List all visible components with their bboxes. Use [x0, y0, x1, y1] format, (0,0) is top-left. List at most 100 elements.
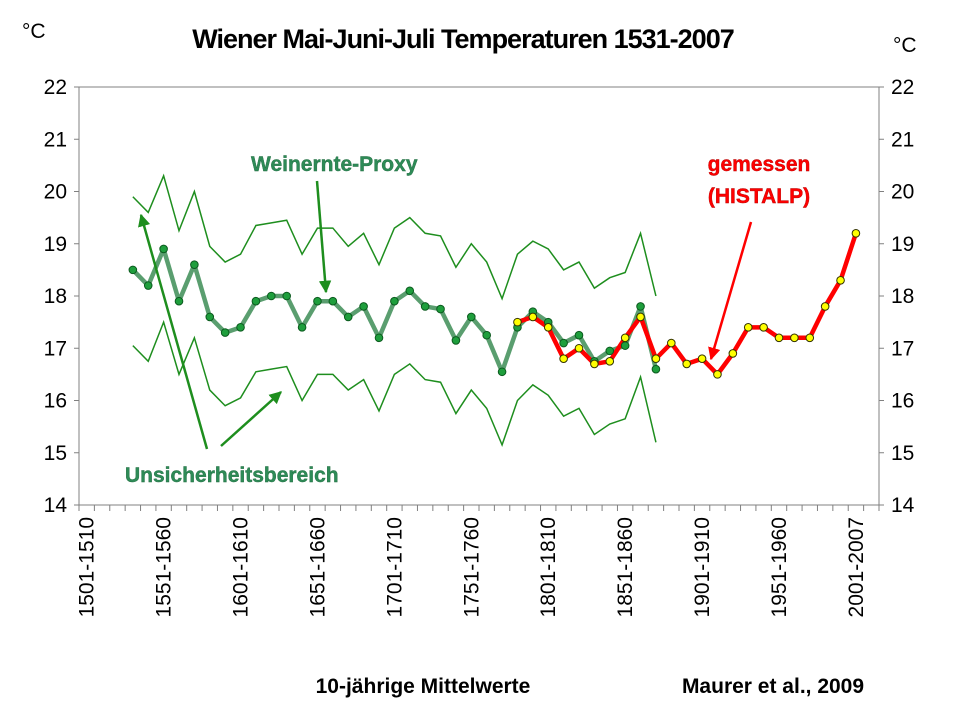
proxy-point — [190, 260, 199, 269]
y-tick-label-right: 22 — [891, 76, 914, 99]
y-axis-unit-right: °C — [893, 34, 917, 57]
y-tick-label-left: 21 — [44, 128, 67, 151]
y-tick-label-left: 15 — [44, 442, 67, 465]
proxy-point — [651, 364, 661, 374]
annotation-uncertainty: Unsicherheitsbereich — [125, 464, 339, 487]
marker-layer — [128, 229, 861, 379]
proxy-point — [282, 291, 291, 301]
measured-point — [636, 312, 645, 322]
proxy-point — [205, 312, 215, 322]
arrow-proxy — [315, 180, 332, 294]
y-tick-label-right: 19 — [891, 233, 914, 256]
source-credit: Maurer et al., 2009 — [682, 675, 864, 698]
arrow-measured — [708, 221, 753, 361]
measured-point — [790, 333, 799, 343]
x-tick-label: 1551-1560 — [153, 517, 176, 617]
proxy-point — [343, 312, 353, 322]
proxy-point — [297, 323, 307, 332]
measured-point — [759, 323, 768, 332]
proxy-point — [159, 244, 168, 254]
y-tick-label-right: 18 — [891, 285, 914, 308]
measured-point — [513, 317, 522, 327]
x-tick-label: 2001-2007 — [845, 517, 868, 617]
arrow-uncertainty-down — [220, 391, 282, 447]
measured-point — [528, 312, 538, 322]
x-tick-label: 1501-1510 — [76, 517, 99, 617]
x-tick-label: 1801-1810 — [537, 517, 560, 617]
measured-point — [543, 323, 553, 332]
y-tick-label-right: 20 — [891, 181, 914, 204]
chart-title: Wiener Mai-Juni-Juli Temperaturen 1531-2… — [192, 24, 733, 54]
proxy-point — [267, 291, 276, 301]
proxy-point — [374, 333, 384, 343]
measured-point — [743, 323, 753, 332]
measured-point — [620, 333, 630, 343]
proxy-point — [390, 296, 399, 306]
annotation-proxy: Weinernte-Proxy — [251, 153, 418, 176]
y-tick-label-left: 19 — [44, 233, 67, 256]
y-tick-label-right: 14 — [891, 494, 915, 517]
proxy-point — [236, 323, 245, 332]
x-tick-label: 1851-1860 — [614, 517, 637, 617]
measured-point — [728, 349, 738, 358]
measured-point — [559, 354, 568, 364]
proxy-point — [220, 328, 230, 337]
measured-point — [574, 343, 584, 353]
proxy-point — [620, 341, 630, 350]
measured-point — [851, 229, 861, 238]
y-tick-label-left: 18 — [44, 285, 67, 308]
measured-point — [820, 302, 830, 311]
x-axis: 1501-1510 1551-1560 1601-1610 1651-1660 1701… — [76, 505, 880, 617]
measured-point — [682, 359, 691, 369]
proxy-point — [467, 312, 476, 322]
proxy-point — [405, 286, 415, 296]
measured-point — [805, 333, 815, 343]
measured-point — [651, 354, 661, 364]
y-tick-label-right: 21 — [891, 128, 914, 151]
proxy-point — [128, 265, 138, 275]
x-tick-label: 1751-1760 — [460, 517, 483, 617]
y-tick-label-right: 15 — [891, 442, 914, 465]
y-tick-label-left: 20 — [44, 181, 67, 204]
y-tick-label-left: 22 — [44, 76, 67, 99]
x-tick-label: 1901-1910 — [691, 517, 714, 617]
y-tick-label-right: 17 — [891, 337, 914, 360]
proxy-point — [420, 302, 430, 311]
proxy-point — [328, 296, 338, 306]
arrow-uncertainty-up — [138, 213, 209, 450]
measured-point — [774, 333, 784, 343]
y-axis-left: 14 15 16 17 18 19 20 21 22 — [44, 76, 79, 517]
proxy-point — [497, 367, 507, 377]
measured-point — [697, 354, 707, 364]
proxy-point — [605, 346, 615, 356]
y-tick-label-left: 16 — [44, 390, 67, 413]
measured-point — [605, 357, 615, 366]
series-uncertainty-upper — [132, 173, 657, 301]
proxy-point — [359, 302, 368, 311]
x-axis-label: 10-jährige Mittelwerte — [316, 675, 531, 698]
series-uncertainty-lower — [132, 319, 657, 448]
x-tick-label: 1701-1710 — [383, 517, 406, 617]
plot-area — [78, 86, 880, 506]
y-tick-label-left: 14 — [44, 494, 68, 517]
proxy-point — [313, 296, 322, 306]
y-axis-right: 14 15 16 17 18 19 20 21 22 — [879, 76, 915, 517]
proxy-point — [482, 330, 491, 340]
annotation-measured-line2: (HISTALP) — [708, 185, 810, 208]
x-tick-label: 1651-1660 — [306, 517, 329, 617]
annotation-measured-line1: gemessen — [708, 153, 811, 176]
measured-point — [590, 359, 599, 369]
x-tick-label: 1601-1610 — [230, 517, 253, 617]
measured-point — [713, 370, 722, 379]
proxy-point — [636, 302, 645, 311]
proxy-point — [174, 296, 184, 306]
proxy-point — [574, 330, 584, 340]
y-tick-label-right: 16 — [891, 390, 914, 413]
y-tick-label-left: 17 — [44, 337, 67, 360]
proxy-point — [143, 281, 153, 290]
measured-point — [836, 276, 845, 285]
proxy-point — [436, 304, 445, 314]
x-tick-label: 1951-1960 — [768, 517, 791, 617]
measured-point — [667, 338, 676, 348]
